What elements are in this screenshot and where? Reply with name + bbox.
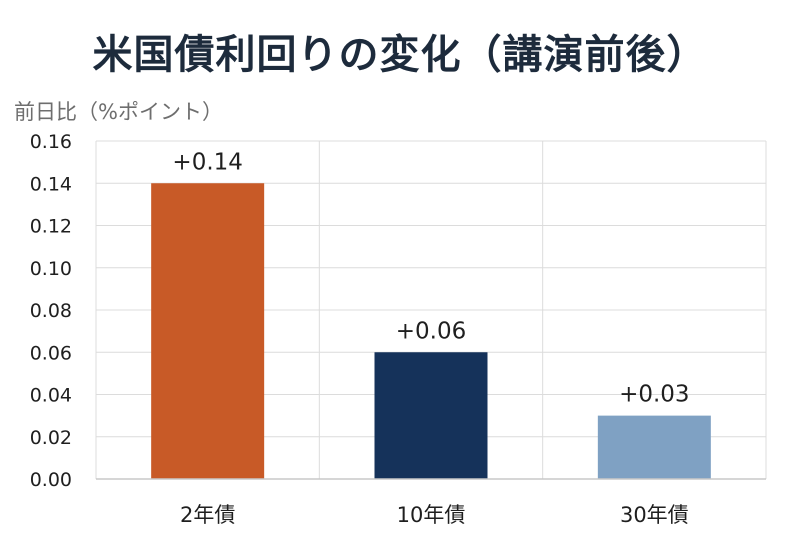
y-axis-ticks: 0.00 0.02 0.04 0.06 0.08 0.10 0.12 0.14 0.16 [30,131,72,491]
x-tick-label-2: 10年債 [397,503,466,527]
data-label-2: +0.06 [396,318,466,344]
x-tick-label-3: 30年債 [620,503,689,527]
bar-1 [151,183,265,479]
data-labels: +0.14 +0.06 +0.03 [172,149,689,407]
y-tick-label: 0.08 [30,300,72,322]
bar-3 [597,415,711,479]
bars [151,183,711,479]
y-tick-label: 0.06 [30,342,72,364]
data-label-3: +0.03 [619,382,689,408]
bar-2 [374,352,488,479]
x-axis-ticks: 2年債 10年債 30年債 [180,503,689,527]
y-axis-label: 前日比（%ポイント） [14,100,223,124]
y-tick-label: 0.04 [30,385,72,407]
chart-title: 米国債利回りの変化（講演前後） [92,32,708,78]
y-tick-label: 0.14 [30,173,72,195]
y-tick-label: 0.16 [30,131,72,153]
y-tick-label: 0.10 [30,258,72,280]
x-tick-label-1: 2年債 [180,503,235,527]
y-tick-label: 0.12 [30,216,72,238]
data-label-1: +0.14 [172,149,242,175]
y-tick-label: 0.00 [30,469,72,491]
y-tick-label: 0.02 [30,427,72,449]
